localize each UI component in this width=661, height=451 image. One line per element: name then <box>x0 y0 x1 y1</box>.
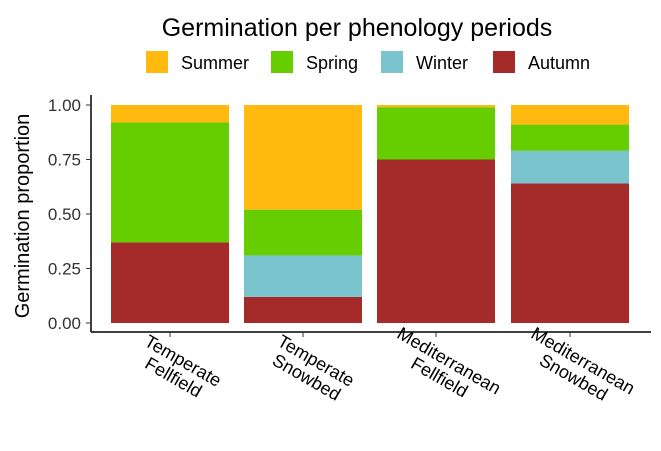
bar-winter-2 <box>244 255 362 297</box>
bar-winter-4 <box>511 150 629 184</box>
bar-summer-4 <box>511 105 629 125</box>
x-tick-label: TemperateSnowbed <box>265 331 358 407</box>
x-axis-ticks: TemperateFellfield TemperateSnowbed Medite… <box>132 323 638 415</box>
y-tick-label: 0.00 <box>48 314 81 333</box>
legend-key-winter <box>381 51 403 73</box>
bar-autumn-4 <box>511 183 629 323</box>
bar-autumn-2 <box>244 296 362 323</box>
bar-summer-3 <box>377 105 495 108</box>
legend-key-summer <box>146 51 168 73</box>
y-tick-label: 0.75 <box>48 151 81 170</box>
legend-key-autumn <box>493 51 515 73</box>
y-axis-title: Germination proportion <box>12 114 34 319</box>
y-tick-label: 0.50 <box>48 205 81 224</box>
legend-label-autumn: Autumn <box>528 53 590 73</box>
bar-summer-1 <box>111 105 229 123</box>
bar-spring-1 <box>111 122 229 243</box>
x-tick-label: TemperateFellfield <box>132 331 225 407</box>
legend-label-summer: Summer <box>181 53 249 73</box>
x-tick-label: MediterraneanSnowbed <box>518 323 638 415</box>
bars <box>111 105 629 323</box>
legend-label-spring: Spring <box>306 53 358 73</box>
x-tick-label: MediterraneanFellfield <box>384 323 504 415</box>
bar-spring-4 <box>511 124 629 151</box>
y-axis-ticks: 0.00 0.25 0.50 0.75 1.00 <box>48 96 91 333</box>
y-tick-label: 0.25 <box>48 260 81 279</box>
legend: Summer Spring Winter Autumn <box>146 51 590 73</box>
bar-spring-3 <box>377 107 495 160</box>
bar-summer-2 <box>244 105 362 210</box>
legend-key-spring <box>271 51 293 73</box>
legend-label-winter: Winter <box>416 53 468 73</box>
bar-autumn-1 <box>111 242 229 323</box>
bar-spring-2 <box>244 209 362 256</box>
y-tick-label: 1.00 <box>48 96 81 115</box>
chart-title: Germination per phenology periods <box>162 14 553 42</box>
bar-autumn-3 <box>377 159 495 323</box>
